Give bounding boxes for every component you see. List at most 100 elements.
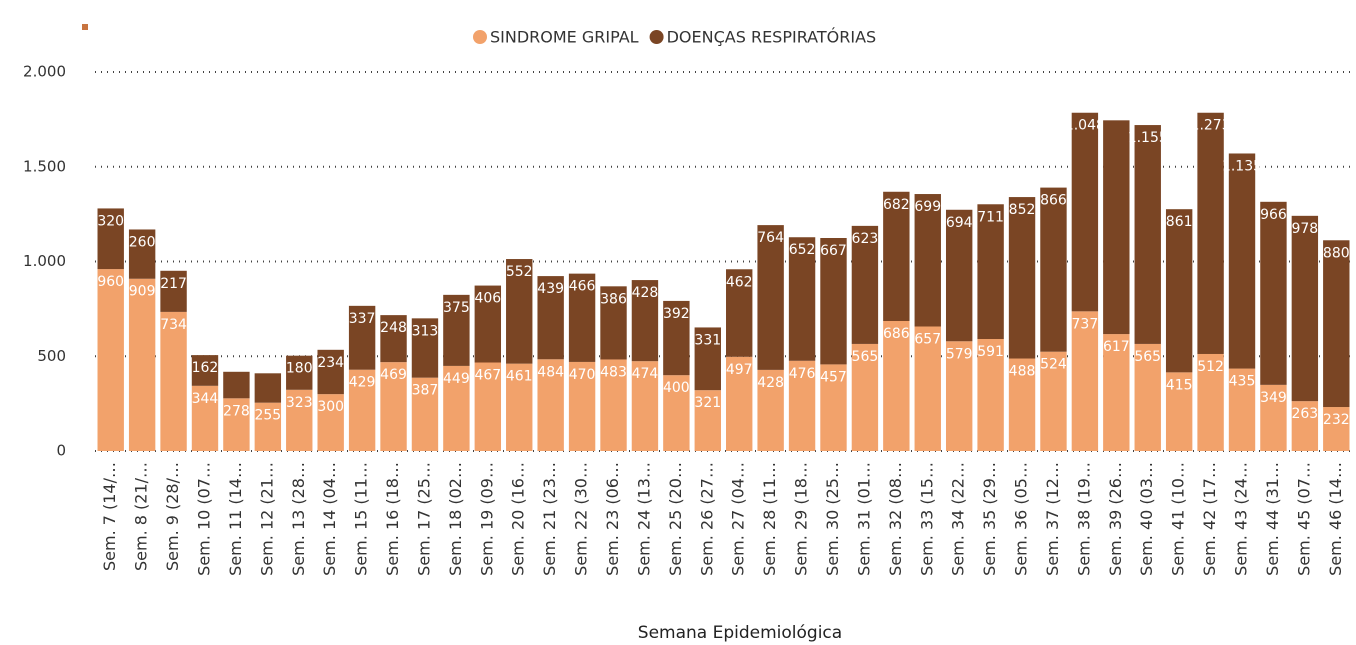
value-label: 1.155 [1128, 130, 1168, 146]
value-label: 552 [506, 264, 533, 280]
value-label: 300 [317, 399, 344, 415]
bar-segment [694, 390, 721, 451]
value-label: 466 [569, 279, 596, 295]
bar-segment [788, 360, 816, 451]
x-tick-label: Sem. 9 (28/… [163, 462, 182, 571]
bar-segment [223, 371, 250, 399]
bar-segment [317, 394, 344, 451]
bar-segment [883, 321, 910, 451]
bar-segment [945, 209, 973, 342]
value-label: 337 [349, 311, 376, 327]
bar-segment [97, 269, 124, 451]
bar-segment [945, 341, 973, 451]
bar-segment [1103, 120, 1130, 335]
bar-segment [317, 349, 344, 395]
x-tick-label: Sem. 7 (14/… [100, 462, 119, 571]
bar-segment [1071, 112, 1099, 312]
value-label: 349 [1260, 390, 1287, 406]
x-tick-label: Sem. 23 (06… [603, 462, 622, 576]
value-label: 617 [1103, 339, 1130, 355]
value-label: 737 [1072, 316, 1099, 332]
value-label: 255 [254, 408, 281, 424]
value-label: 375 [443, 300, 470, 316]
bar-segment [411, 377, 439, 451]
bar-segment [1134, 125, 1161, 344]
value-label: 667 [820, 243, 847, 259]
value-label: 524 [1040, 357, 1067, 373]
value-label: 248 [380, 320, 407, 336]
bar-segment [380, 315, 407, 363]
value-label: 278 [223, 403, 250, 419]
x-tick-label: Sem. 11 (14… [226, 462, 245, 576]
bar-segment [1008, 358, 1036, 451]
bar-segment [694, 327, 721, 391]
x-tick-label: Sem. 33 (15… [917, 462, 936, 576]
bar-segment [757, 369, 784, 451]
value-label: 657 [914, 331, 941, 347]
value-label: 457 [820, 369, 847, 385]
x-tick-label: Sem. 40 (03… [1137, 462, 1156, 576]
value-label: 909 [129, 284, 156, 300]
value-label: 386 [600, 291, 627, 307]
bar-segment [820, 238, 847, 365]
value-label: 263 [1291, 406, 1318, 422]
value-label: 461 [506, 369, 533, 385]
bar-segment [1291, 215, 1319, 402]
y-tick-label: 500 [37, 347, 66, 365]
x-tick-label: Sem. 21 (23… [540, 462, 559, 576]
value-label: 1.135 [1222, 158, 1262, 174]
value-label: 435 [1229, 374, 1256, 390]
value-label: 260 [129, 234, 156, 250]
bar-segment [128, 229, 156, 279]
value-label: 1.273 [1191, 118, 1231, 134]
value-label: 852 [1009, 202, 1036, 218]
value-label: 1.048 [1065, 118, 1105, 134]
bar-segment [286, 355, 313, 390]
y-tick-label: 0 [56, 442, 66, 460]
bar-segment [474, 362, 502, 451]
bar-segment [348, 305, 376, 370]
x-tick-label: Sem. 37 (12… [1043, 462, 1062, 576]
value-label: 234 [317, 355, 344, 371]
value-label: 652 [789, 242, 816, 258]
bar-segment [537, 276, 564, 360]
bar-segment [348, 369, 376, 451]
legend-label: DOENÇAS RESPIRATÓRIAS [667, 28, 877, 47]
bar-segment [568, 361, 596, 451]
x-tick-label: Sem. 39 (26… [1106, 462, 1125, 576]
value-label: 699 [914, 199, 941, 215]
legend-marker [649, 30, 664, 44]
bar-segment [191, 385, 219, 451]
value-label: 579 [946, 346, 973, 362]
x-tick-label: Sem. 8 (21/… [132, 462, 151, 571]
value-label: 467 [474, 368, 501, 384]
bar-segment [568, 273, 596, 362]
bar-segment [443, 294, 470, 366]
x-tick-label: Sem. 36 (05… [1012, 462, 1031, 576]
bar-segment [631, 361, 659, 451]
bar-segment [254, 373, 282, 403]
x-tick-label: Sem. 14 (04… [320, 462, 339, 576]
bar-segment [191, 355, 219, 386]
bar-segment [1260, 384, 1287, 451]
value-label: 462 [726, 274, 753, 290]
value-label: 565 [852, 349, 879, 365]
x-tick-label: Sem. 42 (17… [1200, 462, 1219, 576]
x-tick-label: Sem. 17 (25… [414, 462, 433, 576]
value-label: 449 [443, 371, 470, 387]
legend-marker [473, 30, 487, 44]
value-label: 415 [1166, 377, 1193, 393]
value-label: 512 [1197, 359, 1224, 375]
value-label: 320 [97, 213, 124, 229]
x-tick-label: Sem. 44 (31… [1263, 462, 1282, 576]
bar-segment [631, 280, 659, 362]
bar-segment [160, 270, 187, 312]
x-tick-label: Sem. 22 (30… [572, 462, 591, 576]
value-label: 497 [726, 362, 753, 378]
bar-segment [506, 259, 533, 364]
bar-segment [820, 364, 847, 451]
bar-segment [726, 356, 753, 451]
bar-segment [380, 362, 407, 451]
bar-segment [160, 311, 187, 451]
